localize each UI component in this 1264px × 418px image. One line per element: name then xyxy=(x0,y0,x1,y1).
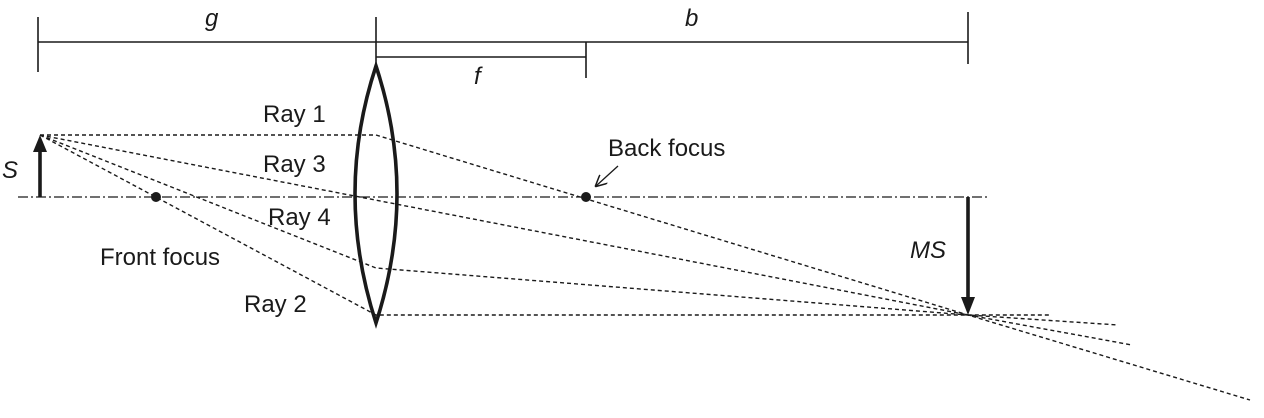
label-front-focus: Front focus xyxy=(100,244,220,271)
dimension-b xyxy=(375,12,969,68)
label-ms: MS xyxy=(910,237,946,264)
convex-lens xyxy=(353,60,399,329)
back-focus-pointer-arrow xyxy=(596,165,619,186)
ray-1-path xyxy=(40,134,1251,401)
label-b: b xyxy=(685,5,698,32)
ray-4-path xyxy=(39,134,1119,326)
front-focus-point xyxy=(151,192,161,202)
label-ray-2: Ray 2 xyxy=(244,291,307,318)
dimension-f xyxy=(376,42,587,78)
label-ray-3: Ray 3 xyxy=(263,151,326,178)
back-focus-point xyxy=(581,192,591,202)
ray-2-path xyxy=(39,134,1050,316)
label-g: g xyxy=(205,5,219,32)
dimension-g xyxy=(37,17,376,72)
label-ray-4: Ray 4 xyxy=(268,204,331,231)
object-arrow xyxy=(33,135,47,197)
label-back-focus: Back focus xyxy=(608,135,725,162)
label-ray-1: Ray 1 xyxy=(263,101,326,128)
label-s: S xyxy=(2,157,18,184)
image-arrow xyxy=(961,197,975,315)
label-f: f xyxy=(474,63,483,90)
